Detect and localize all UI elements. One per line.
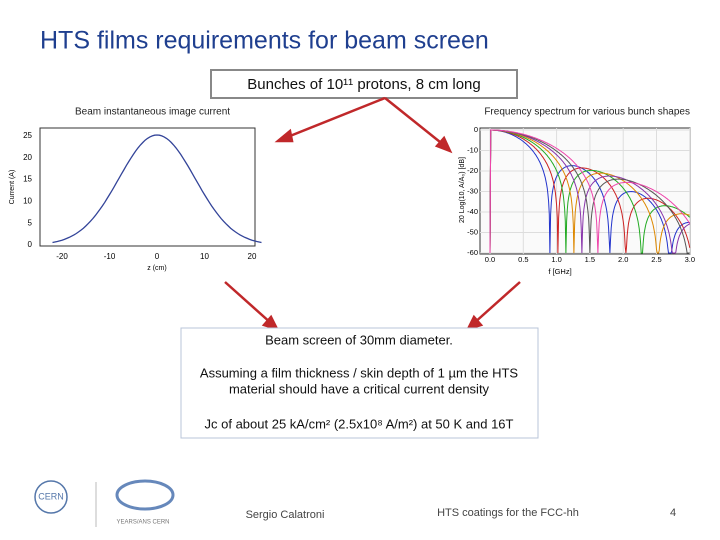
x-tick-label: 1.0 — [551, 255, 561, 264]
y-tick-label: 20 — [23, 153, 32, 162]
x-tick-label: 0 — [155, 252, 160, 261]
x-axis-label: z (cm) — [147, 265, 166, 272]
page-number: 4 — [670, 507, 676, 519]
x-tick-label: 1.5 — [585, 255, 595, 264]
cern-logo — [34, 480, 68, 514]
spectrum-curve — [489, 129, 691, 254]
y-tick-label: 0 — [28, 240, 33, 249]
x-tick-label: 0.5 — [518, 255, 528, 264]
spectrum-curve — [489, 129, 690, 254]
arrows — [224, 96, 521, 332]
y-tick-label: 15 — [23, 175, 32, 184]
talk-title: HTS coatings for the FCC-hh — [437, 507, 579, 519]
x-tick-label: 2.0 — [618, 255, 628, 264]
y-tick-label: -20 — [467, 166, 478, 175]
info-line: Assuming a film thickness / skin depth o… — [200, 365, 518, 380]
spectrum-curve — [489, 129, 691, 254]
info-line: material should have a critical current … — [229, 381, 490, 396]
x-tick-label: -10 — [104, 252, 116, 261]
y-tick-label: -10 — [467, 145, 478, 154]
y-tick-label: -40 — [467, 207, 478, 216]
x-axis-label: f [GHz] — [548, 267, 571, 276]
anniversary-text: YEARS/ANS CERN — [116, 520, 169, 526]
right-caption: Frequency spectrum for various bunch sha… — [484, 107, 690, 118]
x-tick-label: 20 — [248, 252, 257, 261]
y-tick-label: 25 — [23, 131, 32, 140]
logo-text: CERN — [38, 491, 64, 501]
info-line: Beam screen of 30mm diameter. — [265, 332, 453, 347]
y-tick-label: 5 — [28, 218, 33, 227]
info-line: Jc of about 25 kA/cm² (2.5x10⁸ A/m²) at … — [205, 416, 514, 431]
info-box — [180, 327, 539, 439]
title: HTS films requirements for beam screen — [40, 27, 489, 55]
x-tick-label: 0.0 — [485, 255, 495, 264]
y-tick-label: 0 — [474, 125, 478, 134]
y-tick-label: -60 — [467, 248, 478, 257]
y-tick-label: 10 — [23, 197, 32, 206]
bunch-box — [210, 69, 518, 99]
y-axis-label: 20 Log(10, A/A₀) [dB] — [459, 157, 466, 223]
left-frame — [39, 127, 256, 247]
spectrum-curve — [489, 129, 691, 254]
left-caption: Beam instantaneous image current — [75, 107, 230, 118]
gaussian-curve — [52, 134, 262, 244]
y-tick-label: -50 — [467, 227, 478, 236]
y-tick-label: -30 — [467, 186, 478, 195]
author: Sergio Calatroni — [246, 509, 325, 521]
bunch-text: Bunches of 10¹¹ protons, 8 cm long — [247, 76, 480, 93]
x-tick-label: -20 — [56, 252, 68, 261]
x-tick-label: 2.5 — [651, 255, 661, 264]
anniversary-logo — [115, 479, 175, 511]
y-axis-label: Current (A) — [9, 170, 16, 205]
x-tick-label: 3.0 — [685, 255, 695, 264]
x-tick-label: 10 — [200, 252, 209, 261]
spectrum-curve — [489, 129, 690, 254]
